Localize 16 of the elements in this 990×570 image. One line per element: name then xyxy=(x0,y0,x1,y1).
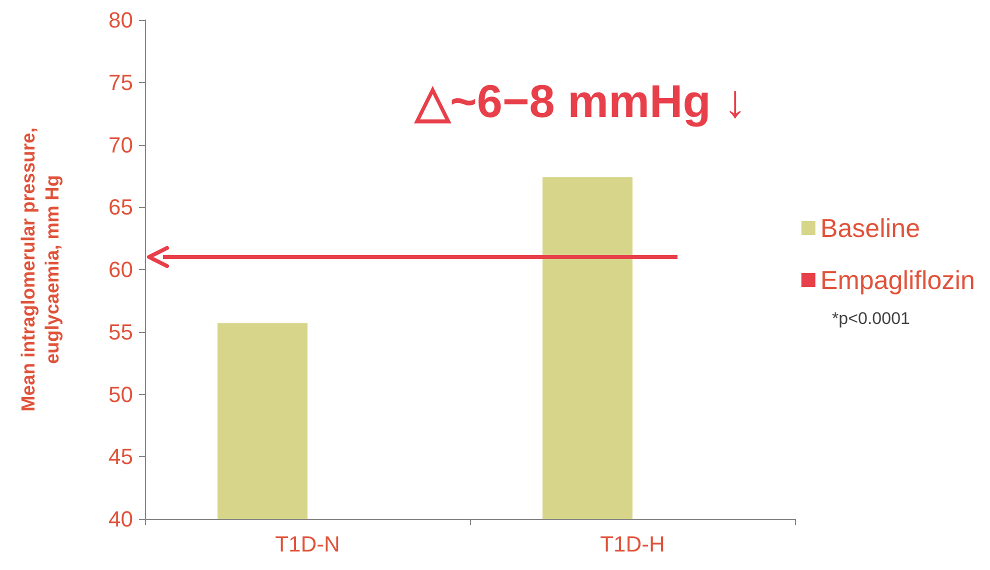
y-tick-label: 80 xyxy=(108,8,133,32)
y-tick-label: 45 xyxy=(108,444,133,470)
y-tick-label: 60 xyxy=(108,257,133,282)
y-tick-label: 65 xyxy=(108,194,133,220)
y-axis-title: Mean intraglomerular pressure, euglycaemia, mm Hg xyxy=(18,127,64,412)
x-tick-label: T1D-H xyxy=(600,532,665,556)
legend-label: Empagliflozin xyxy=(820,265,976,295)
y-tick-label: 40 xyxy=(108,506,133,532)
legend-label: Baseline xyxy=(820,213,920,243)
text: *p<0.0001 xyxy=(832,309,910,328)
y-tick-label: 55 xyxy=(108,319,133,344)
y-tick-label: 75 xyxy=(108,70,133,95)
text: △~6−8 mmHg ↓ xyxy=(413,75,747,127)
x-tick-label: T1D-N xyxy=(275,532,340,556)
y-tick-label: 50 xyxy=(108,382,133,407)
y-tick-label: 70 xyxy=(108,132,133,158)
